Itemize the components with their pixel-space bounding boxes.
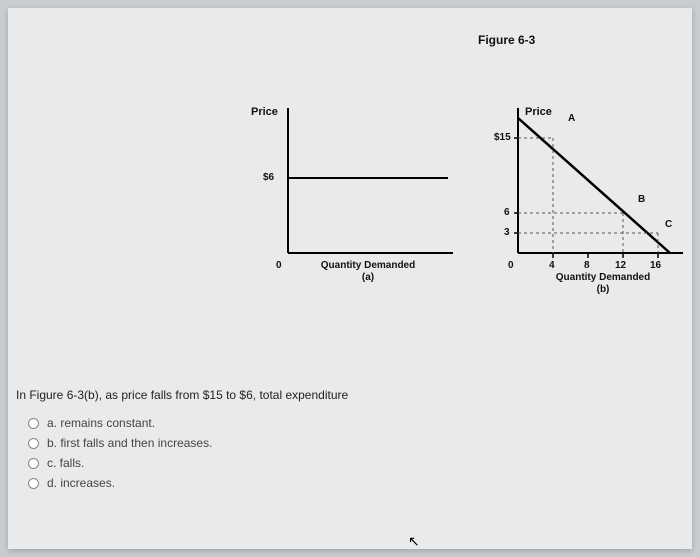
option-d[interactable]: d. increases.	[28, 476, 212, 490]
radio-icon[interactable]	[28, 458, 39, 469]
question-text: In Figure 6-3(b), as price falls from $1…	[16, 388, 348, 402]
chart-a-sublabel: (a)	[308, 272, 428, 283]
radio-icon[interactable]	[28, 478, 39, 489]
chart-b-svg	[488, 103, 688, 273]
options-list: a. remains constant. b. first falls and …	[28, 410, 212, 496]
cursor-icon: ↖	[408, 533, 420, 550]
option-c[interactable]: c. falls.	[28, 456, 212, 470]
chart-b-sublabel: (b)	[538, 284, 668, 295]
option-b[interactable]: b. first falls and then increases.	[28, 436, 212, 450]
figure-title: Figure 6-3	[478, 33, 535, 47]
radio-icon[interactable]	[28, 438, 39, 449]
chart-b-xlabel: Quantity Demanded	[538, 272, 668, 283]
page-paper: Figure 6-3 Price $6 0 Quantity Demanded …	[8, 8, 692, 549]
chart-a-svg	[258, 103, 458, 273]
option-label: d. increases.	[47, 476, 115, 490]
option-label: a. remains constant.	[47, 416, 155, 430]
option-a[interactable]: a. remains constant.	[28, 416, 212, 430]
option-label: b. first falls and then increases.	[47, 436, 212, 450]
option-label: c. falls.	[47, 456, 84, 470]
radio-icon[interactable]	[28, 418, 39, 429]
